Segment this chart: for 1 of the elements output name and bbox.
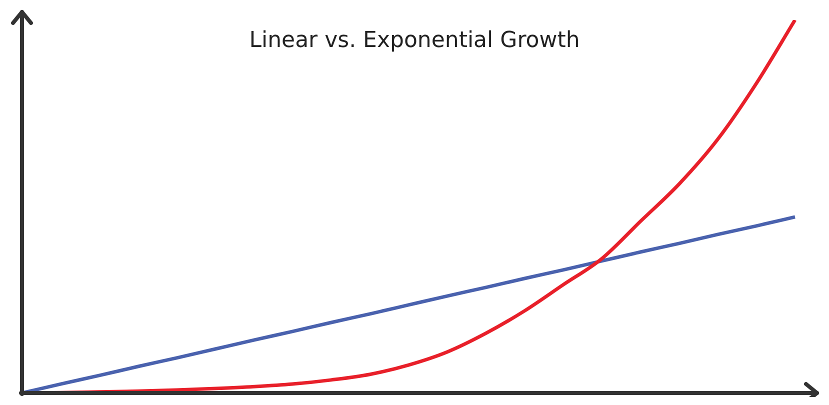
- chart-title: Linear vs. Exponential Growth: [248, 28, 581, 53]
